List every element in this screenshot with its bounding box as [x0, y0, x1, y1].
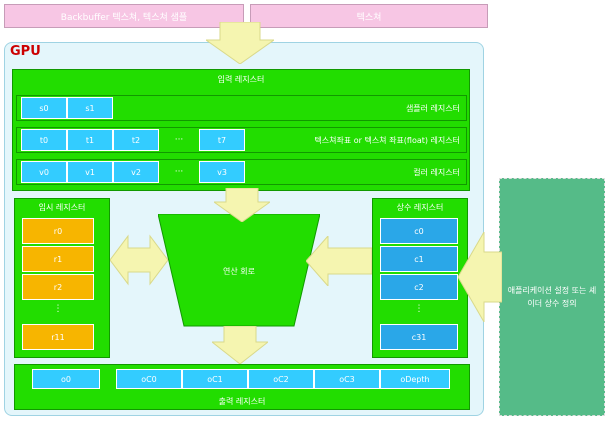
- const-register-title: 상수 레지스터: [396, 203, 444, 212]
- const-cell: c31: [380, 324, 458, 350]
- arrow-down-to-alu-icon: [214, 188, 270, 222]
- alu-shape: [158, 214, 320, 327]
- color-cell: v2: [113, 161, 159, 183]
- texcoord-register-label: 텍스쳐좌표 or 텍스쳐 좌표(float) 레지스터: [314, 135, 460, 145]
- temp-cell: r1: [22, 246, 94, 272]
- temp-cell: r11: [22, 324, 94, 350]
- top-right-label: 텍스쳐: [356, 12, 382, 23]
- output-cell: oC1: [182, 369, 248, 389]
- output-cell: oC2: [248, 369, 314, 389]
- sampler-register-row: s0 s1 샘플러 레지스터: [16, 95, 467, 121]
- sampler-cell: s0: [21, 97, 67, 119]
- top-left-box: Backbuffer 텍스쳐, 텍스쳐 샘플: [4, 4, 244, 28]
- temp-cell: r0: [22, 218, 94, 244]
- sampler-register-label: 샘플러 레지스터: [405, 103, 460, 113]
- output-register-label: 출력 레지스터: [218, 397, 266, 406]
- arrow-down-to-output-icon: [212, 326, 268, 364]
- color-cell: v3: [199, 161, 245, 183]
- const-cell: c1: [380, 246, 458, 272]
- arrow-bidirectional-temp-alu-icon: [110, 234, 168, 286]
- gpu-title: GPU: [10, 44, 41, 59]
- temp-cell: r2: [22, 274, 94, 300]
- top-right-box: 텍스쳐: [250, 4, 488, 28]
- top-left-label: Backbuffer 텍스쳐, 텍스쳐 샘플: [60, 12, 188, 23]
- input-register-title: 입력 레지스터: [217, 75, 265, 84]
- color-cell: v1: [67, 161, 113, 183]
- const-ellipsis: ⋮: [414, 304, 424, 314]
- output-cell: oC0: [116, 369, 182, 389]
- const-cell: c2: [380, 274, 458, 300]
- texcoord-register-row: t0 t1 t2 ··· t7 텍스쳐좌표 or 텍스쳐 좌표(float) 레…: [16, 127, 467, 153]
- sampler-cell: s1: [67, 97, 113, 119]
- external-note-text: 애플리케이션 설정 또는 셰이더 상수 정의: [507, 286, 597, 308]
- arrow-down-top-icon: [206, 22, 274, 64]
- output-cell: oC3: [314, 369, 380, 389]
- temp-register-title: 임시 레지스터: [38, 203, 86, 212]
- color-register-label: 컬러 레지스터: [413, 167, 460, 177]
- color-cell: v0: [21, 161, 67, 183]
- temp-ellipsis: ⋮: [53, 304, 63, 314]
- color-ellipsis: ···: [174, 167, 184, 177]
- texcoord-cell: t0: [21, 129, 67, 151]
- texcoord-cell: t1: [67, 129, 113, 151]
- const-cell: c0: [380, 218, 458, 244]
- texcoord-cell: t2: [113, 129, 159, 151]
- output-cell: o0: [32, 369, 100, 389]
- texcoord-cell: t7: [199, 129, 245, 151]
- arrow-left-external-to-const-icon: [458, 232, 502, 322]
- alu-label: 연산 회로: [223, 267, 255, 276]
- arrow-left-const-to-alu-icon: [306, 236, 372, 286]
- texcoord-ellipsis: ···: [174, 135, 184, 145]
- output-cell: oDepth: [380, 369, 450, 389]
- color-register-row: v0 v1 v2 ··· v3 컬러 레지스터: [16, 159, 467, 185]
- external-note-box: 애플리케이션 설정 또는 셰이더 상수 정의: [499, 178, 605, 416]
